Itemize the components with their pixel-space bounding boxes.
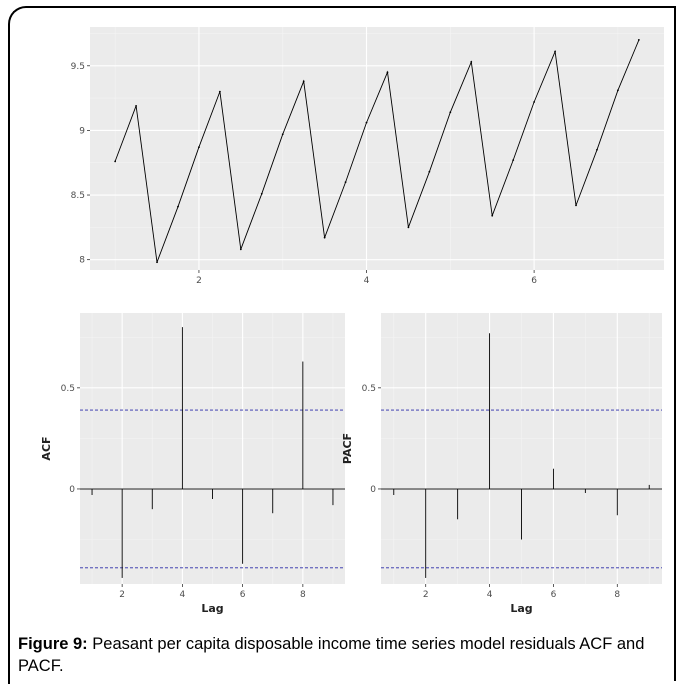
x-tick-label: 2 [196,276,202,286]
figure-caption: Figure 9: Peasant per capita disposable … [18,633,678,677]
y-axis-label: ACF [40,436,53,460]
x-tick-label: 6 [551,590,557,600]
data-point [239,248,242,251]
chart-panel-2: 2 4 6 8 0 0.5 Lag ACF [40,313,345,615]
x-axis-label: Lag [201,602,223,615]
data-point [344,181,347,184]
x-tick-label: 8 [614,590,620,600]
data-point [135,104,137,107]
data-point [302,80,305,83]
data-point [198,146,200,149]
y-axis-label: PACF [341,433,354,464]
x-tick-label: 6 [531,276,537,286]
data-point [637,39,640,41]
chart-panel-1: 2 4 6 8 8.5 9 9.5 [71,27,664,286]
x-tick-label: 8 [300,590,306,600]
y-tick-label: 8 [79,256,85,266]
y-tick-label: 0.5 [61,384,75,394]
data-point [575,204,577,207]
series-line [114,39,640,263]
data-point [323,236,326,239]
data-point [470,60,473,63]
data-point [218,90,221,93]
data-point [554,50,556,53]
data-point [533,101,536,103]
data-point [449,111,452,114]
figure-charts: 2 4 6 8 8.5 9 9.5 2 4 6 8 0 0.5 Lag ACF 2 4 6 8 0 0.5 Lag PACF [40,27,664,615]
x-tick-label: 4 [487,590,493,600]
figure-frame-right-edge [674,6,676,681]
data-point [407,226,410,229]
x-tick-label: 4 [364,276,370,286]
caption-label: Figure 9: [18,635,88,653]
data-point [114,160,117,163]
y-tick-label: 0 [370,485,376,495]
data-point [156,261,158,264]
data-point [386,71,389,74]
x-tick-label: 2 [119,590,125,600]
chart-panel-3: 2 4 6 8 0 0.5 Lag PACF [341,313,662,615]
y-tick-label: 9.5 [71,62,85,72]
data-point [177,205,179,208]
y-tick-label: 0.5 [362,384,376,394]
plot-background [90,27,664,270]
data-point [491,214,494,217]
data-point [617,89,619,92]
data-point [428,170,431,173]
data-point [365,121,368,124]
caption-text: Peasant per capita disposable income tim… [18,635,645,675]
x-tick-label: 2 [423,590,429,600]
x-axis-label: Lag [510,602,532,615]
x-tick-label: 6 [240,590,246,600]
data-point [281,133,284,136]
y-tick-label: 8.5 [71,191,85,201]
x-tick-label: 4 [180,590,186,600]
data-point [596,148,598,151]
y-tick-label: 9 [79,126,85,136]
data-point [260,192,263,195]
data-point [512,159,515,162]
figure-frame [8,6,676,684]
y-tick-label: 0 [69,485,75,495]
